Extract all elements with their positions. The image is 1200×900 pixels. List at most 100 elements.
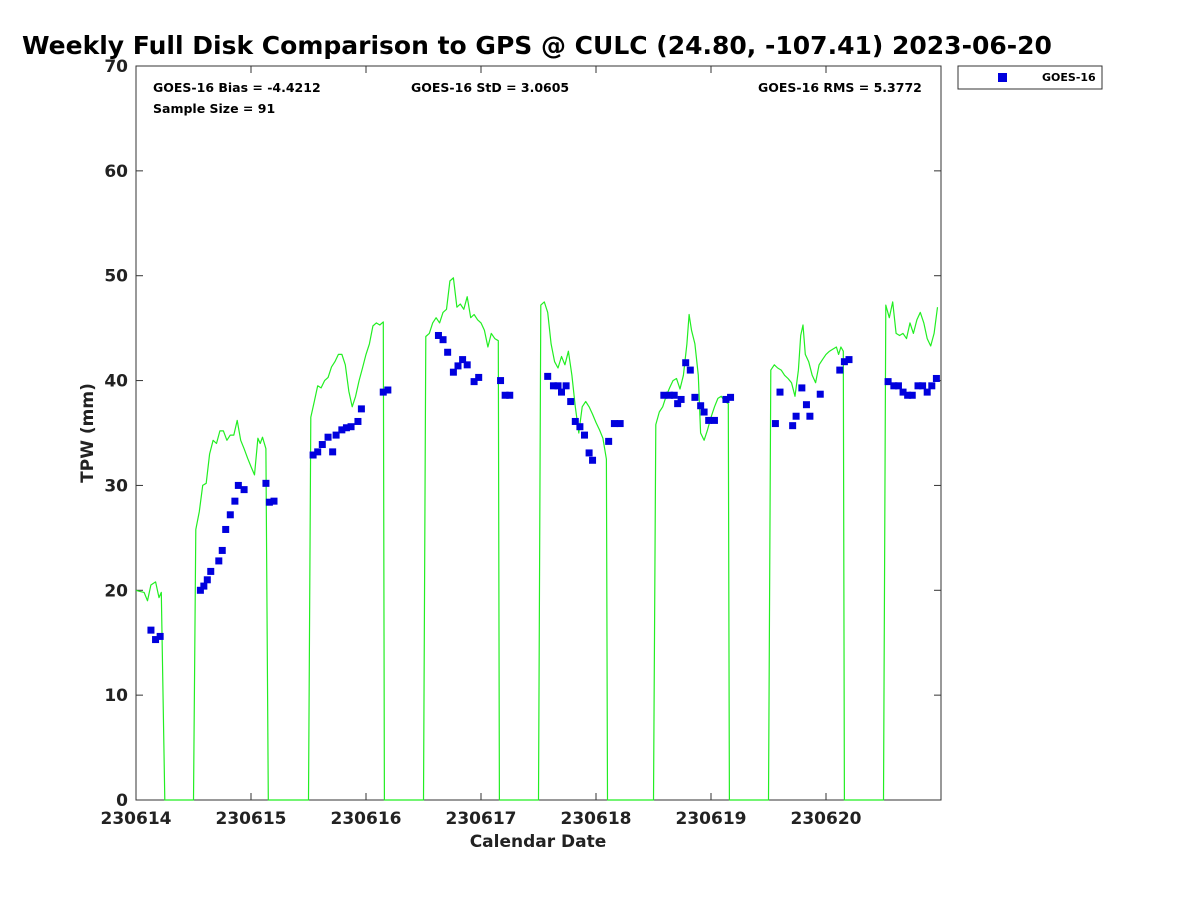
goes-point [660,391,668,399]
goes-point [928,382,936,390]
stat-bias: GOES-16 Bias = -4.4212 [153,80,321,95]
goes-point [567,398,575,406]
chart-title: Weekly Full Disk Comparison to GPS @ CUL… [22,31,1052,60]
goes-point [357,405,365,413]
y-tick-label: 10 [104,686,128,706]
legend: GOES-16 [957,65,1103,90]
goes-point [497,377,505,385]
goes-point [459,356,467,364]
goes-point [454,362,462,370]
x-tick-label: 230619 [676,809,747,829]
goes-point [332,431,340,439]
goes-point [908,391,916,399]
goes-point [506,391,514,399]
goes-point [884,378,892,386]
legend-label: GOES-16 [1042,71,1096,84]
goes-point [265,498,273,506]
y-axis-label: TPW (mm) [78,383,98,483]
goes-point [354,417,362,425]
goes-point [342,424,350,432]
goes-point [463,361,471,369]
goes-point [771,420,779,428]
goes-point [329,448,337,456]
goes-point [776,388,784,396]
y-tick-label: 20 [104,581,128,601]
goes-point [802,401,810,409]
goes-point [923,388,931,396]
goes-point [226,511,234,519]
goes-point [318,441,326,449]
goes-point [314,448,322,456]
goes-point [691,393,699,401]
goes-point [589,456,597,464]
x-axis-label: Calendar Date [470,832,607,852]
x-tick-label: 230616 [331,809,402,829]
goes-point [727,393,735,401]
goes-point [475,373,483,381]
y-tick-label: 40 [104,372,128,392]
goes-point [806,412,814,420]
goes-point [347,423,355,431]
goes-point [616,420,624,428]
goes-point [666,391,674,399]
goes-point [845,356,853,364]
gps-series [135,277,939,801]
stat-std: GOES-16 StD = 3.0605 [411,80,569,95]
goes-point [324,433,332,441]
goes-point [899,388,907,396]
gps-line [135,277,939,801]
goes-point [549,382,557,390]
goes-point [904,391,912,399]
goes-point [816,390,824,398]
legend-box [957,65,1103,90]
goes-point [240,486,248,494]
goes-point [234,481,242,489]
goes-point [218,546,226,554]
goes-point [705,416,713,424]
goes-point [670,391,678,399]
x-tick-label: 230617 [446,809,517,829]
y-tick-label: 0 [116,791,128,811]
x-tick-label: 230620 [791,809,862,829]
goes-point [789,422,797,430]
goes-point [544,372,552,380]
goes-point [558,388,565,396]
goes-point [682,359,690,367]
y-tick-label: 50 [104,267,128,287]
goes-point [677,395,685,403]
legend-marker [998,73,1007,82]
goes-point [919,382,927,390]
goes-point [215,557,223,565]
goes-point [222,525,230,533]
stat-rms: GOES-16 RMS = 5.3772 [758,80,922,95]
goes-point [610,420,618,428]
goes-point [231,497,239,505]
x-axis: 230614 230615 230616 230617 230618 230619 2306… [101,66,862,829]
goes-point [576,423,584,431]
goes-point [571,417,579,425]
goes-point [203,576,211,584]
x-tick-label: 230614 [101,809,172,829]
y-tick-label: 60 [104,162,128,182]
goes-point [501,391,509,399]
goes-point [554,382,562,390]
goes-point [200,582,208,590]
goes-point [840,358,848,366]
goes-point [309,451,317,459]
goes-point [379,388,387,396]
goes-point [686,366,694,374]
goes-point [798,384,806,392]
goes-point [700,408,708,416]
x-tick-label: 230618 [561,809,632,829]
goes-point [562,382,570,390]
goes-point [722,395,730,403]
y-axis: 0 10 20 30 40 50 60 70 [104,57,941,811]
goes-point [914,382,922,390]
goes-point [836,366,844,374]
goes-point [890,382,898,390]
goes-point [581,431,588,439]
goes-point [932,374,940,382]
goes-point [439,336,447,344]
goes-series [147,331,940,644]
